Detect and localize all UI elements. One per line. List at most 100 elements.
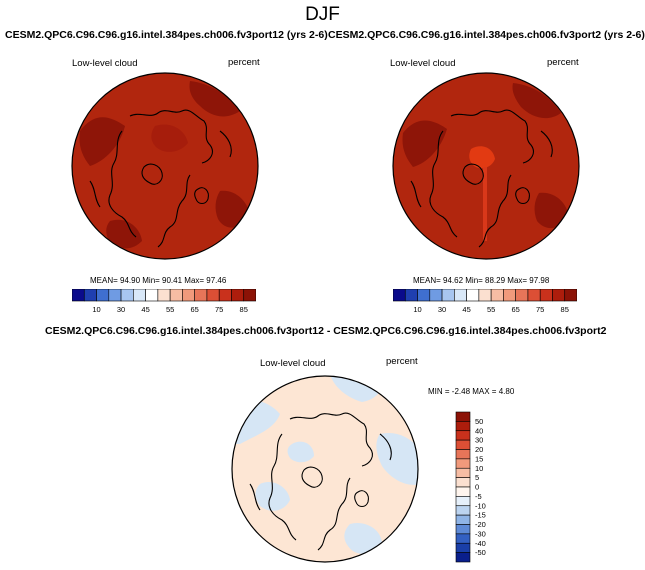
colorbar-cell [393,289,406,302]
colorbar-tick-label: 75 [215,305,223,314]
panel-2-stats: MEAN= 94.62 Min= 88.29 Max= 97.98 [413,276,550,285]
season-title: DJF [305,4,340,25]
diff-coastline [301,466,323,488]
panel-2-coastline [429,130,458,238]
panel-2-colorbar-cells [393,289,577,302]
colorbar-tick-label: 45 [462,305,470,314]
panel-1-units-label: percent [228,57,260,68]
colorbar-tick-label: -20 [475,520,486,529]
panel-2-units-label: percent [547,57,579,68]
colorbar-cell [231,289,245,302]
diff-negative-region [287,441,314,463]
colorbar-cell [564,289,577,302]
diff-coastline [289,412,373,467]
colorbar-cell [404,289,418,302]
panel-1-colorbar-cells [72,289,256,302]
panel-2-coastline [462,163,484,185]
colorbar-tick-label: -30 [475,529,486,538]
panel-2-colorbar-labels: 1030455565758595 [413,305,569,314]
panel-1-coastline [108,130,137,238]
panel-1-field-fill [72,73,258,259]
colorbar-tick-label: -5 [475,492,482,501]
diff-coastline [354,490,369,508]
colorbar-tick-label: 75 [536,305,544,314]
colorbar-cell [169,289,183,302]
colorbar-cell [490,289,504,302]
diff-coastline [249,483,261,511]
colorbar-cell [455,514,471,525]
colorbar-cell [429,289,443,302]
colorbar-cell [441,289,455,302]
colorbar-cell [466,289,480,302]
colorbar-tick-label: 30 [117,305,125,314]
colorbar-tick-label: 55 [166,305,174,314]
colorbar-tick-label: 5 [475,473,479,482]
diff-stats: MIN = -2.48 MAX = 4.80 [428,387,515,396]
panel-1-polar-map [71,72,259,260]
colorbar-cell [206,289,220,302]
colorbar-cell [478,289,492,302]
diff-coastline [317,477,351,551]
colorbar-cell [72,289,85,302]
panel-1-title: CESM2.QPC6.C96.C96.g16.intel.384pes.ch00… [5,29,328,41]
panel-2-dark-region [402,120,447,167]
panel-2-polar-map [392,72,580,260]
colorbar-tick-label: 65 [190,305,198,314]
panel-2-map-border [392,72,580,260]
panel-2-coastline [540,130,553,158]
diff-colorbar-cells [455,411,471,563]
panel-1-colorbar-labels: 1030455565758595 [92,305,248,314]
panel-2-coastline [515,187,530,205]
colorbar-tick-label: 20 [475,445,483,454]
diff-negative-region [255,481,290,511]
colorbar-cell [145,289,159,302]
colorbar-cell [455,552,471,563]
colorbar-cell [455,430,471,441]
colorbar-cell [455,421,471,432]
colorbar-cell [157,289,171,302]
panel-2-coastline [450,109,534,164]
panel-1-coastline [219,130,232,158]
panel-1-mid-region [151,124,188,152]
colorbar-cell [133,289,146,302]
colorbar-cell [552,289,566,302]
colorbar-tick-label: -50 [475,548,486,557]
colorbar-tick-label: 0 [475,483,479,492]
colorbar-cell [455,496,471,507]
colorbar-cell [455,458,471,469]
colorbar-tick-label: 10 [92,305,100,314]
colorbar-cell [455,477,471,488]
colorbar-cell [108,289,122,302]
colorbar-tick-label: 10 [413,305,421,314]
diff-map-border [231,375,419,563]
panel-2-coastline [410,180,422,208]
colorbar-cell [527,289,541,302]
panel-1-variable-label: Low-level cloud [72,58,138,69]
colorbar-cell [455,449,471,460]
panel-1-colorbar: 1030455565758595 [72,289,256,314]
panel-1-map-border [71,72,259,260]
panel-1-coastline [194,187,209,205]
panel-2-variable-label: Low-level cloud [390,58,456,69]
colorbar-cell [454,289,467,302]
panel-2-colorbar: 1030455565758595 [393,289,577,314]
panel-2-dark-region [512,83,561,119]
panel-1-dark-region [79,117,125,166]
colorbar-tick-label: 45 [141,305,149,314]
colorbar-cell [455,542,471,553]
diff-variable-label: Low-level cloud [260,358,326,369]
colorbar-tick-label: 65 [511,305,519,314]
panel-2-dark-region [534,192,569,229]
diff-coastline [379,433,392,461]
colorbar-tick-label: 30 [438,305,446,314]
colorbar-cell [455,411,471,422]
colorbar-tick-label: -40 [475,539,486,548]
colorbar-cell [539,289,553,302]
panel-1-dark-region [189,81,240,117]
colorbar-cell [515,289,529,302]
colorbar-cell [455,524,471,535]
colorbar-cell [455,467,471,478]
colorbar-cell [455,505,471,516]
